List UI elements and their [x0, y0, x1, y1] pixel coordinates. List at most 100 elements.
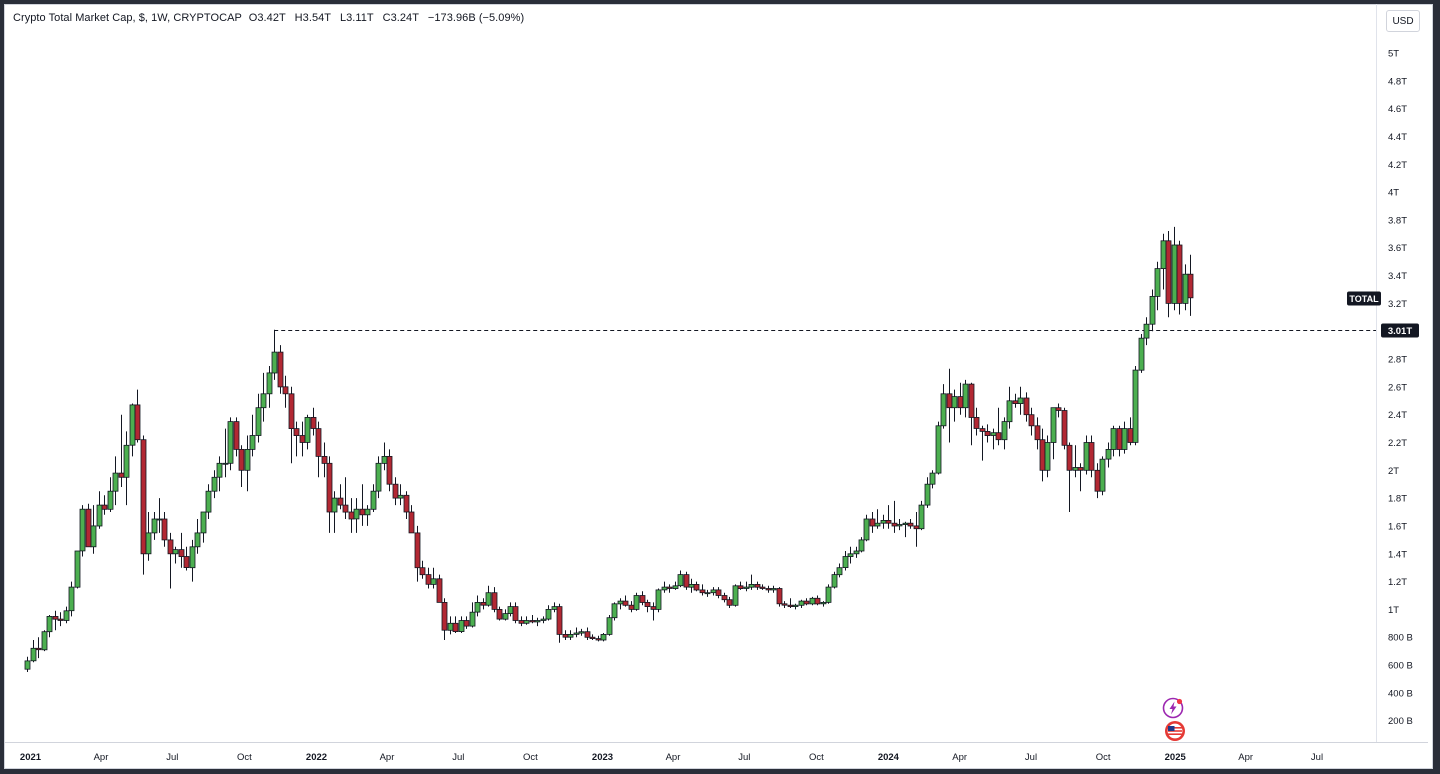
candle-down — [1187, 273, 1194, 299]
time-tick-label: Jul — [166, 752, 178, 763]
us-flag-icon[interactable] — [1162, 720, 1188, 742]
candle-down — [803, 600, 810, 605]
legend-high: H3.54T — [294, 12, 331, 24]
candle-down — [984, 430, 991, 436]
candle-up — [792, 604, 799, 608]
price-tick-label: 1.4T — [1388, 549, 1407, 560]
level-price-tag — [1381, 323, 1419, 338]
candle-up — [1072, 467, 1079, 471]
candle-up — [1171, 244, 1178, 304]
candle-down — [496, 609, 503, 620]
candle-up — [853, 550, 860, 555]
candle-down — [310, 416, 317, 429]
candle-down — [167, 539, 174, 555]
time-tick-label: 2022 — [306, 752, 327, 763]
candle-up — [129, 404, 136, 446]
candle-up — [847, 553, 854, 557]
candle-down — [408, 511, 415, 534]
candle-up — [1110, 428, 1117, 450]
candle-down — [754, 584, 761, 588]
candle-down — [957, 396, 964, 409]
candle-down — [299, 435, 306, 443]
candle-down — [463, 620, 470, 627]
lightning-bolt-icon[interactable] — [1162, 697, 1184, 719]
candle-down — [178, 549, 185, 557]
candle-up — [940, 393, 947, 427]
candle-down — [721, 595, 728, 601]
candle-up — [929, 472, 936, 485]
candle-up — [1006, 400, 1013, 423]
candle-down — [683, 574, 690, 588]
currency-button[interactable]: USD — [1386, 10, 1420, 32]
candle-down — [781, 603, 788, 606]
candle-down — [134, 404, 141, 441]
time-tick-label: Oct — [1096, 752, 1111, 763]
candle-down — [386, 455, 393, 485]
candle-down — [995, 432, 1002, 441]
price-tick-label: 1T — [1388, 605, 1399, 616]
candle-up — [145, 532, 152, 555]
candle-down — [979, 428, 986, 432]
symbol-legend: Crypto Total Market Cap, $, 1W, CRYPTOCA… — [13, 12, 524, 24]
candle-up — [1182, 273, 1189, 304]
candle-up — [370, 490, 377, 510]
candle-up — [896, 524, 903, 527]
candle-up — [672, 585, 679, 589]
candle-down — [765, 588, 772, 591]
candle-down — [348, 511, 355, 520]
legend-low: L3.11T — [339, 12, 374, 24]
candle-down — [315, 428, 322, 457]
candle-down — [359, 508, 366, 516]
candle-down — [288, 393, 295, 429]
candle-down — [907, 522, 914, 527]
candle-down — [1116, 428, 1123, 450]
candle-down — [85, 508, 92, 548]
time-tick-label: 2021 — [20, 752, 42, 763]
candle-up — [617, 600, 624, 605]
candle-down — [425, 574, 432, 585]
time-tick-label: 2023 — [592, 752, 613, 763]
candle-down — [101, 504, 108, 510]
candle-up — [458, 620, 465, 633]
candle-down — [1094, 469, 1101, 492]
candle-down — [776, 588, 783, 605]
candle-down — [787, 604, 794, 608]
price-tick-label: 3.4T — [1388, 271, 1407, 282]
time-tick-label: Oct — [237, 752, 252, 763]
candle-up — [1149, 295, 1156, 325]
candle-down — [293, 428, 300, 437]
time-tick-label: Jul — [452, 752, 464, 763]
price-tick-label: 4.8T — [1388, 76, 1407, 87]
candle-up — [880, 520, 887, 524]
candle-up — [704, 592, 711, 595]
candle-down — [1034, 425, 1041, 441]
candle-down — [1028, 414, 1035, 427]
time-tick-label: 2025 — [1165, 752, 1187, 763]
price-tick-label: 2.4T — [1388, 410, 1407, 421]
candle-down — [1012, 400, 1019, 404]
price-tick-label: 1.8T — [1388, 494, 1407, 505]
candle-up — [112, 472, 119, 492]
candle-down — [1061, 410, 1068, 446]
price-tick-label: 4.4T — [1388, 132, 1407, 143]
candle-down — [161, 518, 168, 541]
candle-down — [1088, 442, 1095, 471]
candle-up — [74, 550, 81, 588]
candle-up — [266, 372, 273, 395]
candle-down — [1023, 397, 1030, 416]
candle-up — [633, 595, 640, 610]
candle-down — [140, 439, 147, 555]
candle-up — [30, 647, 37, 662]
candle-down — [885, 520, 892, 524]
legend-open: O3.42T — [248, 12, 286, 24]
candle-up — [46, 616, 53, 633]
price-axis-ticks: 200 B 400 B 600 B 800 B 1T 1.2T 1.4T 1.6T 1.8T 2T… — [1388, 49, 1413, 728]
candle-down — [759, 586, 766, 589]
candle-up — [1001, 421, 1008, 441]
legend-change: −173.96B (−5.09%) — [427, 12, 525, 24]
chart-frame — [4, 4, 1433, 769]
price-tick-label: 800 B — [1388, 633, 1413, 644]
candle-down — [512, 606, 519, 621]
candle-down — [1066, 444, 1073, 471]
